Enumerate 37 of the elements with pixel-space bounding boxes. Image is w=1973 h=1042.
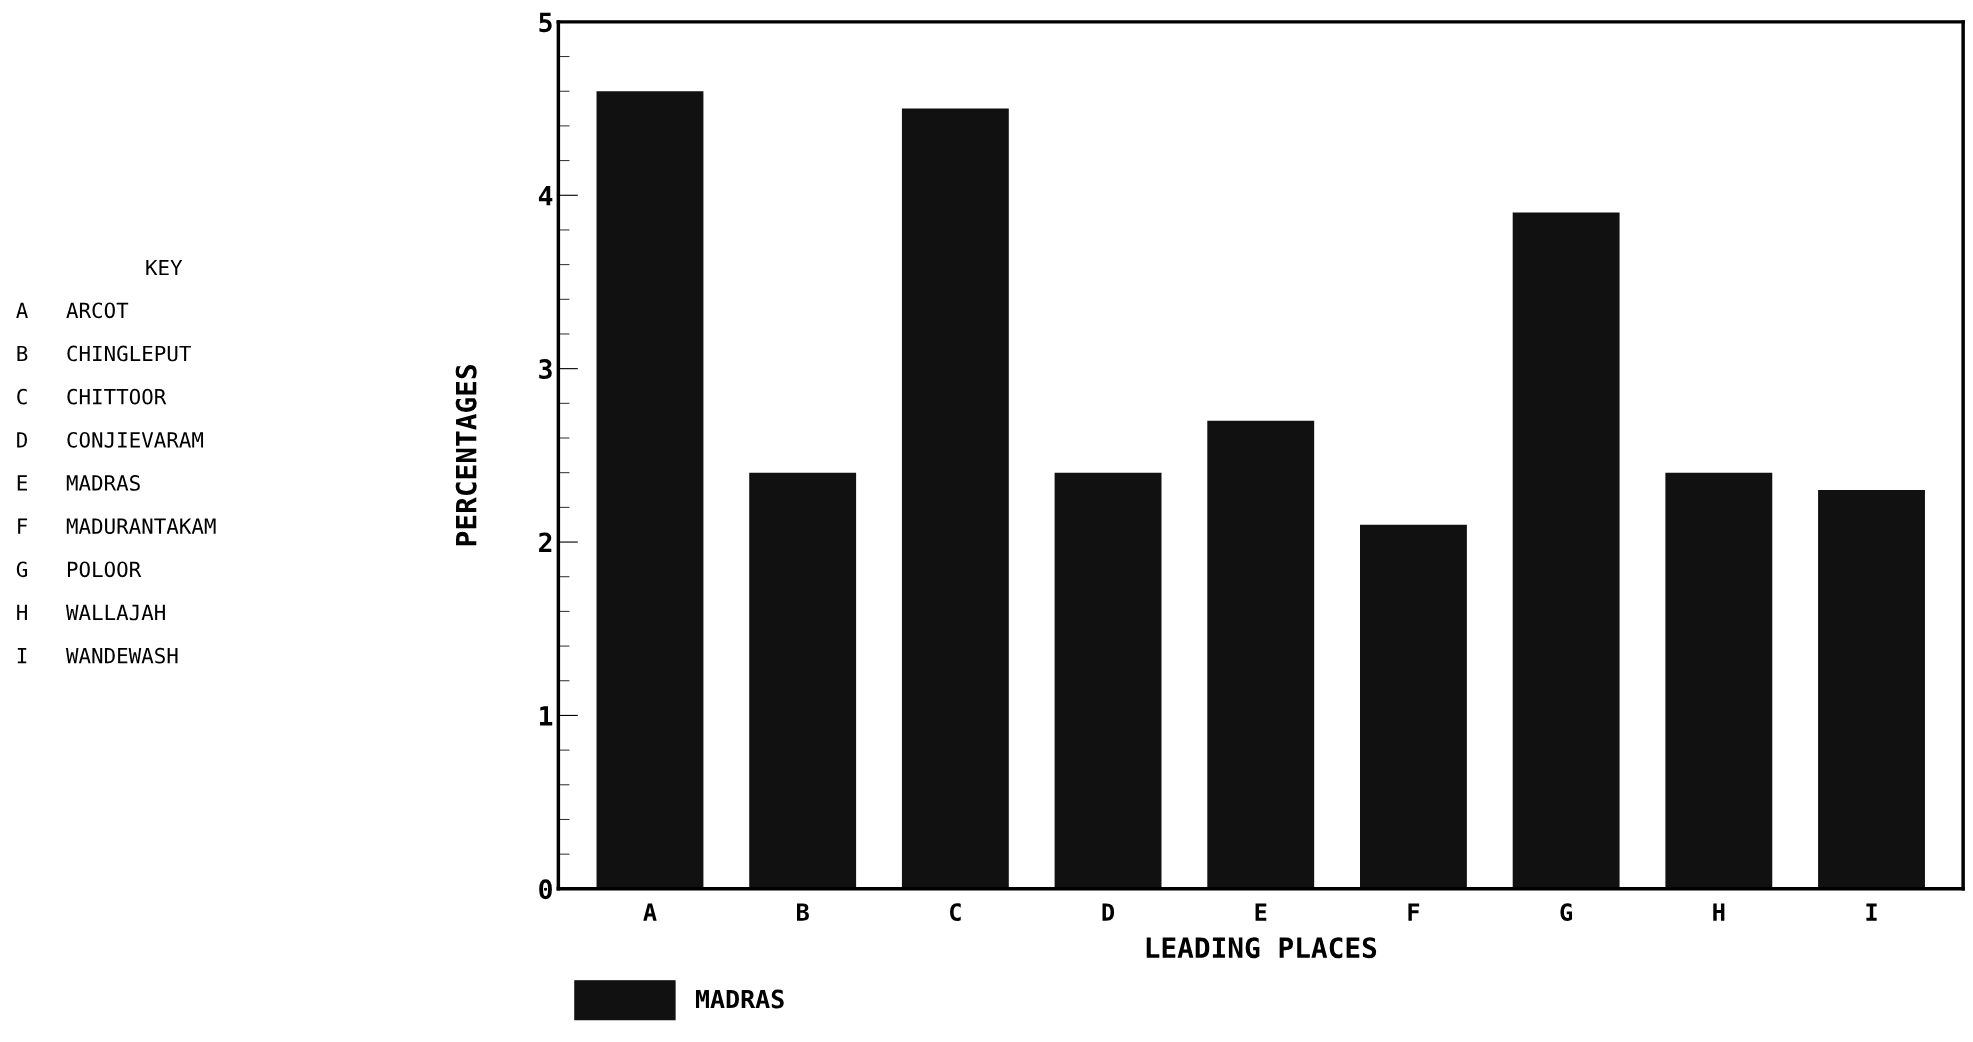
text: A ARCOT (16, 302, 129, 319)
x-tick-label: A (643, 903, 657, 921)
y-tick-label: 0 (539, 879, 552, 900)
bar (901, 108, 1009, 889)
y-tick-label: 2 (539, 532, 552, 553)
x-tick-label: B (797, 903, 809, 921)
x-tick-label: G (1560, 903, 1573, 921)
bar (1512, 212, 1620, 889)
y-tick-label: 5 (539, 12, 552, 33)
text: E MADRAS (17, 475, 140, 491)
text: C CHITTOOR (17, 388, 167, 405)
text: I WANDEWASH (17, 647, 178, 664)
x-axis-title: LEADING PLACES (1146, 937, 1377, 959)
bar (749, 472, 857, 889)
x-tick-label: E (1255, 903, 1267, 921)
text: H WALLAJAH (17, 604, 165, 621)
text: D CONJIEVARAM (17, 431, 204, 448)
text: G POLOOR (16, 561, 142, 578)
y-axis-title: PERCENTAGES (455, 365, 477, 546)
x-tick-label: F (1408, 903, 1420, 921)
x-tick-label: D (1102, 903, 1115, 921)
bar (596, 91, 704, 889)
y-tick-label: 1 (540, 706, 553, 726)
x-tick-label: C (950, 903, 961, 921)
bar (1818, 490, 1925, 889)
bar (1054, 472, 1162, 889)
x-tick-label: H (1713, 903, 1725, 921)
bar (1665, 472, 1773, 889)
bar (1207, 420, 1315, 889)
legend-label: MADRAS (695, 989, 784, 1009)
text: B CHINGLEPUT (17, 345, 191, 362)
text: F MADURANTAKAM (18, 518, 216, 535)
y-tick-label: 4 (538, 186, 553, 206)
text: KEY (146, 259, 183, 276)
y-tick-label: 3 (539, 359, 552, 380)
bar (1360, 524, 1467, 889)
x-tick-label: I (1866, 903, 1877, 921)
